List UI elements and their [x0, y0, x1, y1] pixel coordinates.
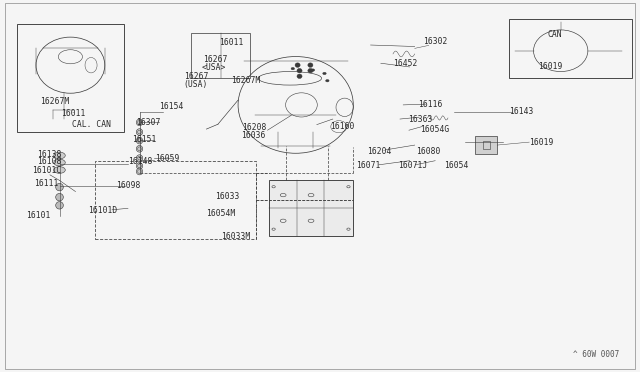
Bar: [95, 161, 256, 239]
Text: 16080: 16080: [416, 147, 440, 155]
Text: 16363: 16363: [408, 115, 432, 124]
Ellipse shape: [311, 69, 315, 71]
Bar: [483, 141, 490, 149]
Text: 16033: 16033: [215, 192, 239, 201]
Ellipse shape: [54, 159, 65, 166]
Text: 16208: 16208: [242, 123, 266, 132]
Ellipse shape: [297, 68, 302, 73]
Text: 16111: 16111: [35, 179, 59, 187]
Text: 16204: 16204: [367, 147, 391, 155]
Text: 16108: 16108: [37, 157, 61, 166]
Ellipse shape: [56, 193, 63, 201]
Text: 16267: 16267: [184, 72, 209, 81]
Text: 16160: 16160: [330, 122, 355, 131]
Text: <USA>: <USA>: [202, 63, 226, 72]
Text: 16054G: 16054G: [420, 125, 449, 134]
Ellipse shape: [297, 74, 302, 78]
Text: 16101: 16101: [26, 211, 50, 220]
Ellipse shape: [136, 119, 143, 126]
Ellipse shape: [54, 152, 65, 159]
Text: (USA): (USA): [183, 80, 207, 89]
Text: 16054: 16054: [444, 161, 468, 170]
Ellipse shape: [291, 67, 294, 70]
Text: 16011: 16011: [61, 109, 86, 118]
Text: CAL. CAN: CAL. CAN: [72, 120, 111, 129]
Text: 16148: 16148: [128, 157, 152, 166]
Text: 16267: 16267: [203, 55, 227, 64]
Text: 16154: 16154: [159, 102, 183, 111]
Ellipse shape: [295, 63, 300, 67]
Text: 16059: 16059: [156, 154, 180, 163]
Text: 16054M: 16054M: [206, 209, 236, 218]
Text: 16143: 16143: [509, 107, 533, 116]
Bar: [17, 24, 124, 132]
Ellipse shape: [136, 145, 143, 152]
Text: 16151: 16151: [132, 135, 157, 144]
Text: ^ 60W 0007: ^ 60W 0007: [573, 350, 619, 359]
Ellipse shape: [54, 167, 65, 173]
Bar: [475, 136, 497, 154]
Bar: [269, 180, 353, 236]
Ellipse shape: [56, 202, 63, 209]
Text: 16071: 16071: [356, 161, 380, 170]
Ellipse shape: [308, 63, 313, 67]
Ellipse shape: [136, 163, 143, 169]
Ellipse shape: [136, 168, 143, 175]
Ellipse shape: [136, 155, 143, 161]
Text: CAN: CAN: [547, 30, 562, 39]
Text: 16267M: 16267M: [231, 76, 260, 85]
Text: 16116: 16116: [418, 100, 442, 109]
Text: 16101D: 16101D: [88, 206, 118, 215]
Text: 16307: 16307: [136, 118, 161, 127]
Text: 16071J: 16071J: [398, 161, 428, 170]
Text: 16033M: 16033M: [221, 232, 251, 241]
Ellipse shape: [326, 80, 329, 82]
Text: 16138: 16138: [37, 150, 61, 159]
Bar: [509, 19, 632, 78]
Text: 16019: 16019: [529, 138, 554, 147]
Text: 16267M: 16267M: [40, 97, 69, 106]
Ellipse shape: [56, 183, 63, 191]
Ellipse shape: [308, 68, 313, 73]
Text: 16011: 16011: [219, 38, 243, 47]
Ellipse shape: [136, 129, 143, 135]
Text: 16101C: 16101C: [32, 166, 61, 175]
Text: 16302: 16302: [423, 37, 447, 46]
Text: 16452: 16452: [393, 60, 417, 68]
Ellipse shape: [323, 72, 326, 75]
Bar: [191, 33, 250, 78]
Text: 16098: 16098: [116, 181, 140, 190]
Text: 16019: 16019: [538, 62, 562, 71]
Ellipse shape: [136, 137, 143, 144]
Text: 16036: 16036: [241, 131, 265, 140]
